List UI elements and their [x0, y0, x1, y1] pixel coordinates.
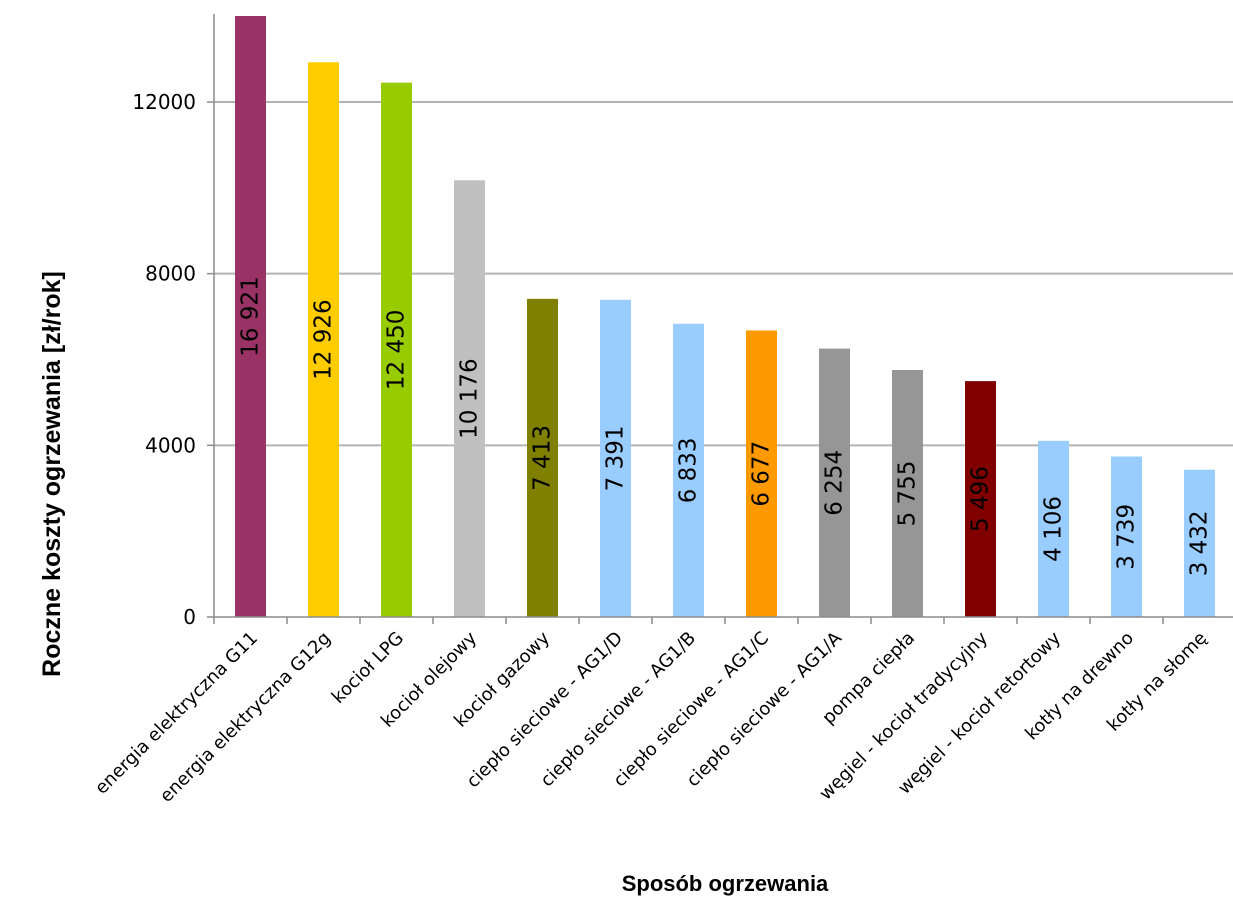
bar: [600, 299, 631, 617]
bar: [235, 16, 266, 617]
value-label: 6 677: [749, 441, 775, 507]
value-label: 6 833: [676, 437, 702, 503]
bar: [1184, 469, 1215, 617]
value-label: 12 926: [311, 299, 337, 379]
value-label: 12 450: [384, 310, 410, 390]
value-label: 4 106: [1041, 496, 1067, 562]
x-category-label: kocioł LPG: [328, 628, 408, 708]
bar: [965, 381, 996, 617]
y-tick-labels: 0 4000 8000 12000: [132, 90, 196, 629]
y-tick-label: 12000: [132, 90, 196, 114]
value-label: 7 413: [530, 425, 556, 491]
gridlines: [207, 101, 1233, 624]
bar: [308, 62, 339, 618]
y-tick-label: 4000: [145, 433, 196, 457]
value-label: 3 432: [1187, 510, 1213, 576]
value-label: 7 391: [603, 425, 629, 491]
bar: [892, 370, 923, 617]
y-tick-label: 0: [183, 605, 196, 629]
y-tick-label: 8000: [145, 262, 196, 286]
bar: [527, 298, 558, 617]
bar: [381, 82, 412, 617]
value-labels: 16 921 12 926 12 450 10 176 7 413 7 391 6 833 6…: [238, 276, 1213, 576]
bar: [819, 348, 850, 617]
value-label: 5 755: [895, 461, 921, 527]
x-axis-title: Sposób ogrzewania: [622, 871, 829, 896]
bar: [454, 180, 485, 617]
value-label: 5 496: [968, 466, 994, 532]
y-axis-title: Roczne koszty ogrzewania [zł/rok]: [38, 271, 66, 677]
value-label: 16 921: [238, 276, 264, 356]
axes: [213, 14, 1233, 618]
value-label: 6 254: [822, 450, 848, 516]
bar: [1111, 456, 1142, 617]
value-label: 3 739: [1114, 504, 1140, 570]
bar: [1038, 440, 1069, 617]
bar: [746, 330, 777, 617]
bar: [673, 323, 704, 617]
bars: [235, 16, 1215, 618]
value-label: 10 176: [457, 358, 483, 438]
